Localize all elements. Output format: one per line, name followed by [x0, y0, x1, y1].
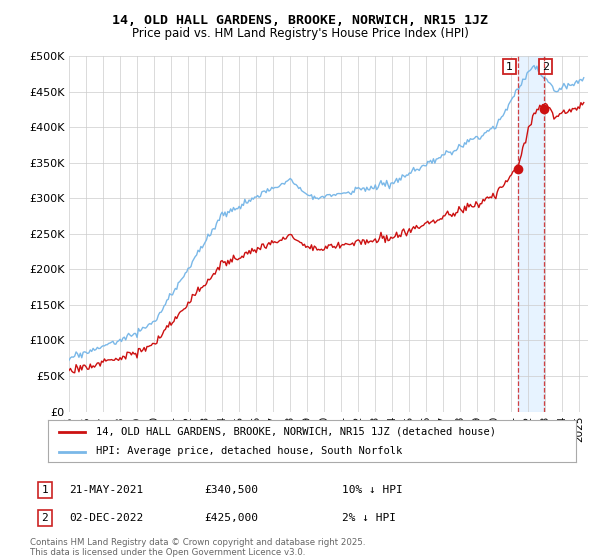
Text: 14, OLD HALL GARDENS, BROOKE, NORWICH, NR15 1JZ: 14, OLD HALL GARDENS, BROOKE, NORWICH, N…: [112, 14, 488, 27]
Text: Price paid vs. HM Land Registry's House Price Index (HPI): Price paid vs. HM Land Registry's House …: [131, 27, 469, 40]
Text: HPI: Average price, detached house, South Norfolk: HPI: Average price, detached house, Sout…: [95, 446, 402, 456]
Bar: [518, 56, 544, 412]
Text: 2% ↓ HPI: 2% ↓ HPI: [342, 513, 396, 523]
Text: 1: 1: [41, 485, 49, 495]
Text: £340,500: £340,500: [204, 485, 258, 495]
Text: 14, OLD HALL GARDENS, BROOKE, NORWICH, NR15 1JZ (detached house): 14, OLD HALL GARDENS, BROOKE, NORWICH, N…: [95, 427, 496, 437]
Text: 02-DEC-2022: 02-DEC-2022: [69, 513, 143, 523]
Text: 10% ↓ HPI: 10% ↓ HPI: [342, 485, 403, 495]
Text: 2: 2: [542, 62, 549, 72]
Text: 1: 1: [506, 62, 513, 72]
Text: 21-MAY-2021: 21-MAY-2021: [69, 485, 143, 495]
Text: Contains HM Land Registry data © Crown copyright and database right 2025.
This d: Contains HM Land Registry data © Crown c…: [30, 538, 365, 557]
Text: 2: 2: [41, 513, 49, 523]
Text: £425,000: £425,000: [204, 513, 258, 523]
